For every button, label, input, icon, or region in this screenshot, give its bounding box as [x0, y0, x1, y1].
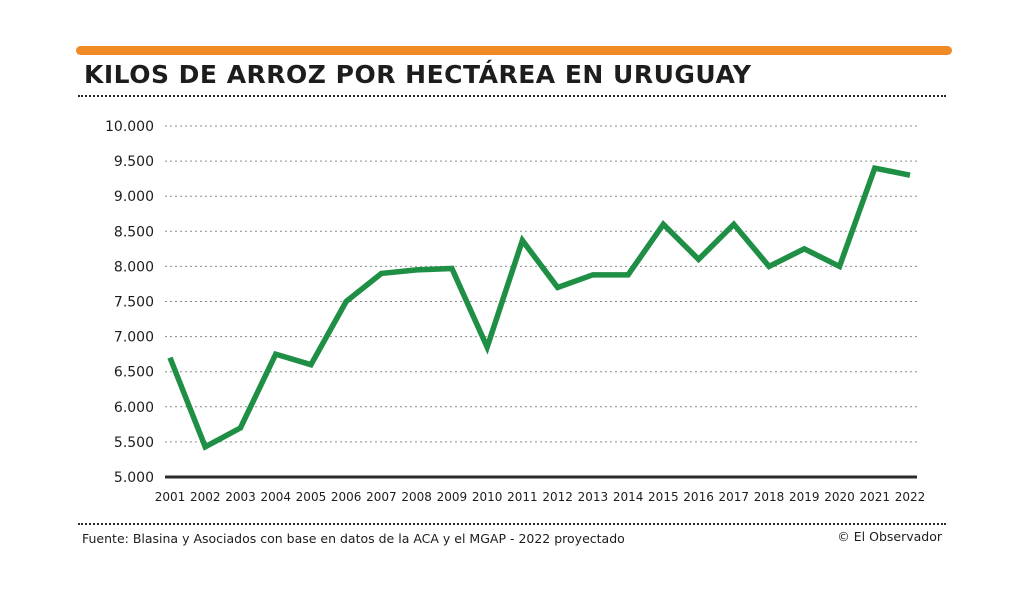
- chart-title: KILOS DE ARROZ POR HECTÁREA EN URUGUAY: [84, 60, 752, 89]
- x-tick-label: 2001: [155, 490, 186, 504]
- series-line: [167, 164, 911, 451]
- x-tick-label: 2012: [542, 490, 573, 504]
- x-tick-label: 2016: [683, 490, 714, 504]
- y-tick-label: 6.000: [114, 400, 154, 416]
- y-tick-label: 9.500: [114, 154, 154, 170]
- x-tick-label: 2009: [437, 490, 468, 504]
- y-tick-label: 10.000: [105, 119, 154, 135]
- x-tick-label: 2011: [507, 490, 538, 504]
- gridlines: [165, 125, 917, 443]
- footer-divider: [78, 523, 946, 525]
- x-tick-label: 2002: [190, 490, 221, 504]
- x-tick-label: 2010: [472, 490, 503, 504]
- y-tick-label: 8.500: [114, 224, 154, 240]
- x-tick-label: 2007: [366, 490, 397, 504]
- x-tick-label: 2013: [578, 490, 609, 504]
- y-tick-label: 5.500: [114, 435, 154, 451]
- y-tick-label: 5.000: [114, 470, 154, 486]
- series-layer: [167, 164, 911, 451]
- x-tick-label: 2018: [754, 490, 785, 504]
- x-tick-label: 2022: [895, 490, 926, 504]
- source-note: Fuente: Blasina y Asociados con base en …: [82, 531, 625, 546]
- x-tick-label: 2021: [859, 490, 890, 504]
- x-tick-label: 2004: [260, 490, 291, 504]
- x-tick-label: 2003: [225, 490, 256, 504]
- x-tick-label: 2017: [719, 490, 750, 504]
- x-axis-ticks: 2001 2002 2003 2004 2005 2006 2007 2008 2009 2010…: [155, 490, 926, 504]
- y-tick-label: 6.500: [114, 365, 154, 381]
- x-tick-label: 2015: [648, 490, 679, 504]
- x-tick-label: 2020: [824, 490, 855, 504]
- accent-bar: [76, 46, 952, 55]
- y-tick-label: 9.000: [114, 189, 154, 205]
- y-tick-label: 8.000: [114, 259, 154, 275]
- y-tick-label: 7.500: [114, 295, 154, 311]
- x-tick-label: 2006: [331, 490, 362, 504]
- x-tick-label: 2019: [789, 490, 820, 504]
- title-divider: [78, 95, 946, 97]
- y-axis-ticks: 5.000 5.500 6.000 6.500 7.000 7.500 8.000 8.500…: [105, 119, 154, 486]
- copyright-credit: © El Observador: [837, 529, 942, 544]
- x-tick-label: 2008: [401, 490, 432, 504]
- x-tick-label: 2014: [613, 490, 644, 504]
- y-tick-label: 7.000: [114, 330, 154, 346]
- x-tick-label: 2005: [296, 490, 327, 504]
